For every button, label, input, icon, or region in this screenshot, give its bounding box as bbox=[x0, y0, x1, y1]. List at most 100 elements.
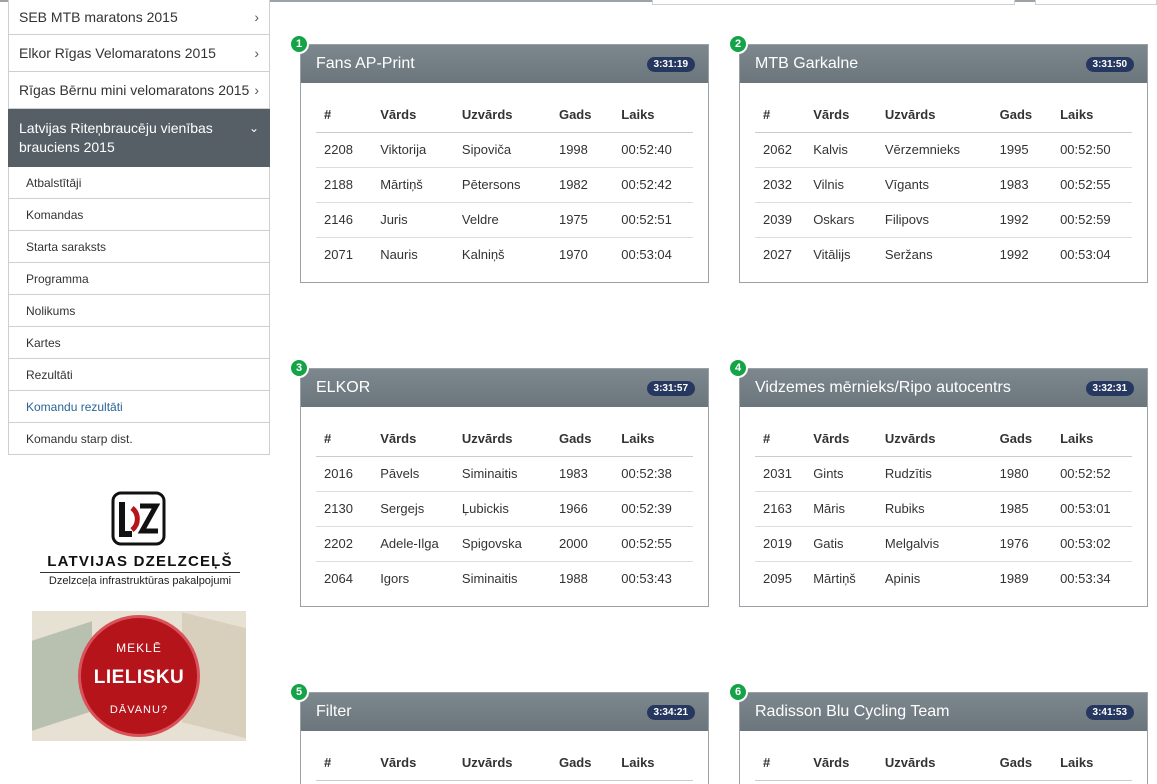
team-card-header: Radisson Blu Cycling Team 3:41:53 bbox=[740, 693, 1147, 731]
sidebar-item-bernu-velomaratons[interactable]: Rīgas Bērnu mini velomaratons 2015 › bbox=[8, 72, 270, 109]
team-card-header: ELKOR 3:31:57 bbox=[301, 369, 708, 407]
submenu-item-atbalstitaji[interactable]: Atbalstītāji bbox=[8, 167, 270, 199]
search-input[interactable] bbox=[652, 0, 1015, 5]
submenu-item-kartes[interactable]: Kartes bbox=[8, 327, 270, 359]
table-cell: Māris bbox=[805, 491, 877, 527]
table-cell: 1988 bbox=[558, 571, 588, 587]
table-cell: 2202 bbox=[316, 526, 373, 562]
column-header: Gads bbox=[991, 421, 1053, 457]
table-cell: 2031 bbox=[755, 456, 806, 492]
table-row: 2062 Kalvis Vērzemnieks 1995 00:52:50 bbox=[755, 132, 1132, 168]
table-cell: Ļubickis bbox=[453, 491, 551, 527]
column-header: Laiks bbox=[1052, 421, 1132, 457]
column-header: # bbox=[316, 745, 373, 781]
column-header: Laiks bbox=[613, 745, 693, 781]
submenu-item-nolikums[interactable]: Nolikums bbox=[8, 295, 270, 327]
table-row: 2032 Vilnis Vīgants 1983 00:52:55 bbox=[755, 167, 1132, 203]
table-cell: 1989 bbox=[999, 571, 1029, 587]
chevron-down-icon: ⌄ bbox=[248, 121, 259, 135]
table-cell: 00:52:42 bbox=[613, 167, 693, 203]
table-cell: Adele-Ilga bbox=[372, 526, 454, 562]
ldz-sponsor-logo[interactable]: LATVIJAS DZELZCEĻŠ Dzelzceļa infrastrukt… bbox=[34, 490, 244, 590]
table-cell: 00:52:40 bbox=[613, 132, 693, 168]
table-row: 2095 Mārtiņš Apinis 1989 00:53:34 bbox=[755, 561, 1132, 596]
team-results-table: # Vārds Uzvārds Gads Laiks 2062 Kalvis Vērzemni… bbox=[755, 97, 1132, 272]
search-button[interactable] bbox=[1035, 0, 1157, 5]
table-cell: Mārtiņš bbox=[813, 571, 856, 587]
sidebar-item-elkor-velomaratons[interactable]: Elkor Rīgas Velomaratons 2015 › bbox=[8, 35, 270, 72]
table-row: 2031 Gints Rudzītis 1980 00:52:52 bbox=[755, 456, 1132, 492]
table-row: 2130 Sergejs Ļubickis 1966 00:52:39 bbox=[316, 491, 693, 527]
rank-badge: 4 bbox=[728, 358, 748, 378]
submenu-item-rezultati[interactable]: Rezultāti bbox=[8, 359, 270, 391]
table-cell: Rudzītis bbox=[876, 456, 992, 492]
team-name: Filter bbox=[316, 703, 352, 720]
team-card-header: MTB Garkalne 3:31:50 bbox=[740, 45, 1147, 83]
submenu-item-komandas[interactable]: Komandas bbox=[8, 199, 270, 231]
table-cell: 1998 bbox=[550, 132, 614, 168]
table-cell: 2071 bbox=[324, 247, 353, 263]
table-cell: Gints bbox=[805, 456, 877, 492]
sidebar-item-label: Latvijas Riteņbraucēju vienības braucien… bbox=[19, 120, 213, 155]
team-time-badge: 3:31:50 bbox=[1085, 56, 1134, 72]
sidebar-item-label: SEB MTB maratons 2015 bbox=[19, 9, 178, 25]
column-header: Gads bbox=[991, 745, 1053, 781]
table-cell: Spigovska bbox=[453, 526, 551, 562]
table-cell: 2027 bbox=[763, 247, 792, 263]
table-cell: Vilnis bbox=[805, 167, 877, 203]
table-cell: 2208 bbox=[316, 132, 373, 168]
sidebar-item-seb-mtb[interactable]: SEB MTB maratons 2015 › bbox=[8, 0, 270, 35]
table-cell: 00:53:02 bbox=[1052, 526, 1132, 562]
rank-badge: 6 bbox=[728, 682, 748, 702]
table-cell: 00:53:04 bbox=[621, 247, 672, 263]
table-cell: 00:53:34 bbox=[1060, 571, 1111, 587]
ldz-title: LATVIJAS DZELZCEĻŠ bbox=[47, 553, 233, 570]
rank-badge: 5 bbox=[289, 682, 309, 702]
column-header: Uzvārds bbox=[876, 97, 992, 133]
table-row: 2163 Māris Rubiks 1985 00:53:01 bbox=[755, 491, 1132, 527]
table-cell: Igors bbox=[380, 571, 410, 587]
table-cell: Kalvis bbox=[805, 132, 877, 168]
table-cell: 00:52:50 bbox=[1052, 132, 1132, 168]
table-cell: 2146 bbox=[316, 202, 373, 238]
column-header: Gads bbox=[550, 745, 614, 781]
rank-badge: 1 bbox=[289, 34, 309, 54]
column-header: Vārds bbox=[372, 745, 454, 781]
team-name: Vidzemes mērnieks/Ripo autocentrs bbox=[755, 379, 1011, 396]
team-time-badge: 3:34:21 bbox=[646, 704, 695, 720]
table-cell: 00:53:43 bbox=[621, 571, 672, 587]
team-time-badge: 3:31:57 bbox=[646, 380, 695, 396]
table-cell: Sergejs bbox=[372, 491, 454, 527]
table-cell: 00:52:55 bbox=[1052, 167, 1132, 203]
table-cell: Filipovs bbox=[876, 202, 992, 238]
team-card-header: Filter 3:34:21 bbox=[301, 693, 708, 731]
table-row: 2064 Igors Siminaitis 1988 00:53:43 bbox=[316, 561, 693, 596]
table-cell: 1983 bbox=[550, 456, 614, 492]
sidebar-item-vienibas-brauciens[interactable]: Latvijas Riteņbraucēju vienības braucien… bbox=[8, 109, 270, 167]
top-border bbox=[0, 0, 1157, 2]
table-cell: 2064 bbox=[324, 571, 353, 587]
team-card: Vidzemes mērnieks/Ripo autocentrs 3:32:31… bbox=[739, 368, 1148, 607]
table-cell: 2130 bbox=[316, 491, 373, 527]
team-card: ELKOR 3:31:57 # Vārds Uzvārds Gads Laiks 2016 Pā… bbox=[300, 368, 709, 607]
gift-banner-ad[interactable]: MEKLĒ LIELISKU DĀVANU? bbox=[32, 611, 246, 741]
table-cell: 1970 bbox=[558, 247, 588, 263]
table-row: 2188 Mārtiņš Pētersons 1982 00:52:42 bbox=[316, 167, 693, 203]
team-card: Filter 3:34:21 # Vārds Uzvārds Gads Laiks bbox=[300, 692, 709, 784]
column-header: Laiks bbox=[613, 421, 693, 457]
table-cell: Sipoviča bbox=[453, 132, 551, 168]
submenu-item-programma[interactable]: Programma bbox=[8, 263, 270, 295]
table-cell: 00:52:55 bbox=[613, 526, 693, 562]
column-header: Laiks bbox=[613, 97, 693, 133]
submenu-item-komandu-starp-dist[interactable]: Komandu starp dist. bbox=[8, 423, 270, 455]
table-cell: Pētersons bbox=[453, 167, 551, 203]
banner-line1: MEKLĒ bbox=[116, 641, 162, 655]
table-cell: 2016 bbox=[316, 456, 373, 492]
column-header: Laiks bbox=[1052, 97, 1132, 133]
sidebar-item-label: Rīgas Bērnu mini velomaratons 2015 bbox=[19, 82, 250, 98]
ldz-logo-icon bbox=[111, 491, 166, 546]
table-cell: 00:52:38 bbox=[613, 456, 693, 492]
submenu-item-komandu-rezultati[interactable]: Komandu rezultāti bbox=[8, 391, 270, 423]
rank-badge: 3 bbox=[289, 358, 309, 378]
submenu-item-starta-saraksts[interactable]: Starta saraksts bbox=[8, 231, 270, 263]
